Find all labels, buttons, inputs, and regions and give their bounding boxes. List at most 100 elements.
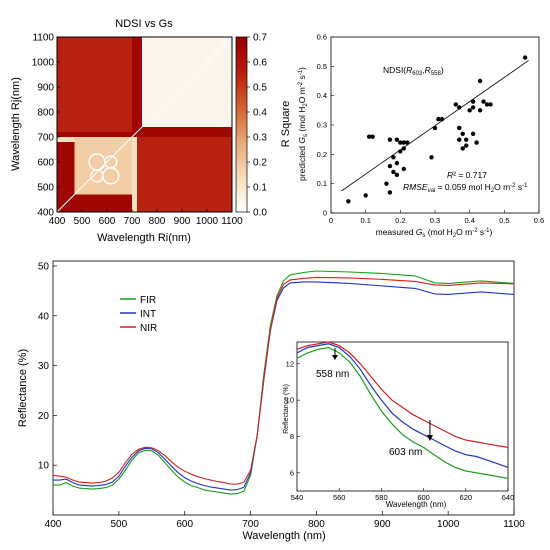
- inset-frame: [296, 341, 509, 492]
- scatter-point: [457, 105, 462, 110]
- inset-x-tick-label: 620: [460, 493, 473, 502]
- inset-y-tick-label: 10: [286, 396, 294, 405]
- scatter-point: [481, 99, 486, 104]
- spectra-y-tick-label: 40: [38, 311, 50, 322]
- inset-annotation-603: 603 nm: [389, 447, 422, 458]
- scatter-point: [394, 160, 400, 166]
- scatter-point: [384, 181, 389, 186]
- scatter-point: [477, 108, 483, 113]
- heatmap-x-tick-label: 500: [74, 216, 91, 227]
- spectra-lines: [52, 270, 515, 495]
- scatter-point: [464, 137, 469, 142]
- legend-label-fir: FIR: [140, 295, 156, 306]
- scatter-point: [363, 193, 368, 198]
- spectra-x-tick-label: 900: [374, 519, 391, 530]
- scatter-panel: 0 0.1 0.2 0.3 0.4 0.5 0.6 0 0.1 0.2 0.3 0.4 0.5 0.6 N…: [297, 33, 544, 240]
- heatmap-x-tick-label: 800: [149, 216, 166, 227]
- colorbar-ticks: 0.0 0.1 0.2 0.3 0.4 0.5 0.6 0.7: [247, 33, 267, 219]
- scatter-x-tick-label: 0.1: [360, 216, 370, 225]
- scatter-point: [398, 140, 403, 145]
- inset-x-tick-label: 600: [417, 493, 430, 502]
- scatter-point: [460, 131, 465, 136]
- spectra-x-tick-label: 400: [45, 519, 62, 530]
- colorbar-tick-label: 0.1: [253, 183, 267, 194]
- colorbar-tick-label: 0.0: [253, 208, 267, 219]
- heatmap-y-ticks: 400 500 600 700 800 900 1000 1100: [32, 33, 60, 219]
- scatter-point: [484, 102, 490, 107]
- heatmap-x-tick-label: 1000: [196, 216, 219, 227]
- heatmap-x-tick-label: 900: [174, 216, 191, 227]
- inset-arrowhead-603: [426, 435, 433, 441]
- series-line-fir: [53, 270, 515, 495]
- series-line-nir: [52, 276, 515, 485]
- scatter-point: [387, 190, 393, 195]
- spectra-x-tick-label: 600: [176, 519, 193, 530]
- inset-y-tick-label: 6: [290, 468, 294, 477]
- heatmap-y-tick-label: 700: [37, 133, 54, 144]
- heatmap-x-ticks: 400 500 600 700 800 900 1000 1100: [49, 209, 243, 227]
- inset-y-label: Reflectance (%): [283, 384, 290, 434]
- spectra-ticks: 400 500 600 700 800 900 1000 1100 10 20 30 40 50: [38, 261, 525, 530]
- scatter-point: [387, 163, 393, 169]
- heatmap-cells: [57, 37, 232, 212]
- scatter-point: [470, 99, 476, 104]
- scatter-point: [401, 140, 406, 145]
- scatter-point: [470, 131, 476, 136]
- inset-x-tick-label: 560: [333, 493, 346, 502]
- scatter-y-tick-label: 0.1: [317, 179, 327, 188]
- inset-ticks: 540 560 580 600 620 640 6 8 10 12: [286, 359, 515, 502]
- scatter-x-tick-label: 0.6: [534, 216, 544, 225]
- scatter-r2-annotation: R² = 0.717: [447, 170, 487, 180]
- scatter-point: [405, 140, 410, 145]
- heatmap-y-tick-label: 800: [37, 108, 54, 119]
- scatter-point: [457, 125, 462, 131]
- heatmap-x-tick-label: 700: [124, 216, 141, 227]
- heatmap-region-6: [57, 37, 132, 132]
- inset-x-tick-label: 580: [375, 493, 388, 502]
- scatter-index-annotation: NDSI(R603,R558): [383, 65, 444, 77]
- heatmap-x-tick-label: 1100: [221, 216, 243, 227]
- scatter-point: [464, 143, 469, 148]
- heatmap-diagonal: [57, 37, 232, 212]
- spectra-y-label: Reflectance (%): [17, 349, 29, 427]
- inset-arrowhead-558: [331, 355, 338, 360]
- heatmap-y-tick-label: 500: [37, 183, 54, 194]
- inset-panel: 540 560 580 600 620 640 6 8 10 12 558 nm 603 nm Wa…: [283, 341, 515, 509]
- inset-annotation-558: 558 nm: [316, 369, 349, 380]
- series-line-int: [53, 281, 515, 491]
- heatmap-x-tick-label: 400: [49, 216, 66, 227]
- legend-label-nir: NIR: [140, 323, 157, 334]
- colorbar-tick-label: 0.3: [253, 133, 267, 144]
- scatter-point: [453, 102, 458, 107]
- spectra-x-tick-label: 1000: [437, 519, 460, 530]
- scatter-point: [401, 166, 406, 172]
- spectra-x-label: Wavelength (nm): [242, 530, 325, 542]
- scatter-x-tick-label: 0.2: [395, 216, 405, 225]
- scatter-point: [436, 116, 441, 122]
- heatmap-title: NDSI vs Gs: [115, 18, 173, 30]
- spectra-y-tick-label: 30: [38, 361, 50, 372]
- heatmap-frame: [56, 36, 233, 213]
- spectra-x-tick-label: 1100: [503, 519, 525, 530]
- scatter-point: [470, 105, 476, 110]
- scatter-point: [398, 149, 403, 154]
- legend-label-int: INT: [140, 309, 156, 320]
- scatter-x-tick-label: 0.4: [464, 216, 474, 225]
- scatter-point: [366, 134, 372, 139]
- scatter-point: [477, 78, 483, 84]
- scatter-point: [394, 172, 400, 178]
- heatmap-x-label: Wavelength Ri(nm): [97, 232, 191, 244]
- fit-line: [341, 60, 529, 192]
- spectra-x-tick-label: 700: [242, 519, 259, 530]
- inset-x-tick-label: 640: [502, 493, 515, 502]
- colorbar: [235, 36, 248, 213]
- inset-annotations: 558 nm 603 nm: [316, 348, 433, 458]
- heatmap-y-tick-label: 900: [37, 83, 54, 94]
- spectra-y-tick-label: 10: [38, 461, 50, 472]
- scatter-point: [401, 146, 406, 151]
- scatter-rmse-annotation: RMSEval = 0.059 mol H2O m-2 s-1: [403, 182, 528, 194]
- scatter-point: [522, 55, 528, 60]
- heatmap-y-tick-label: 600: [37, 158, 54, 169]
- inset-line-fir: [296, 346, 509, 479]
